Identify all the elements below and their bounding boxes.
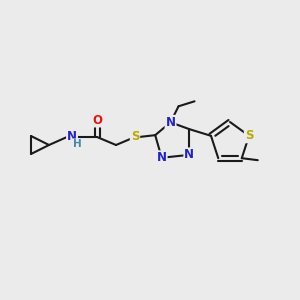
Text: N: N [184, 148, 194, 161]
Text: H: H [73, 139, 81, 149]
Text: O: O [92, 113, 102, 127]
Text: N: N [166, 116, 176, 129]
Text: S: S [131, 130, 139, 143]
Text: S: S [245, 129, 253, 142]
Text: N: N [67, 130, 77, 143]
Text: N: N [157, 151, 167, 164]
